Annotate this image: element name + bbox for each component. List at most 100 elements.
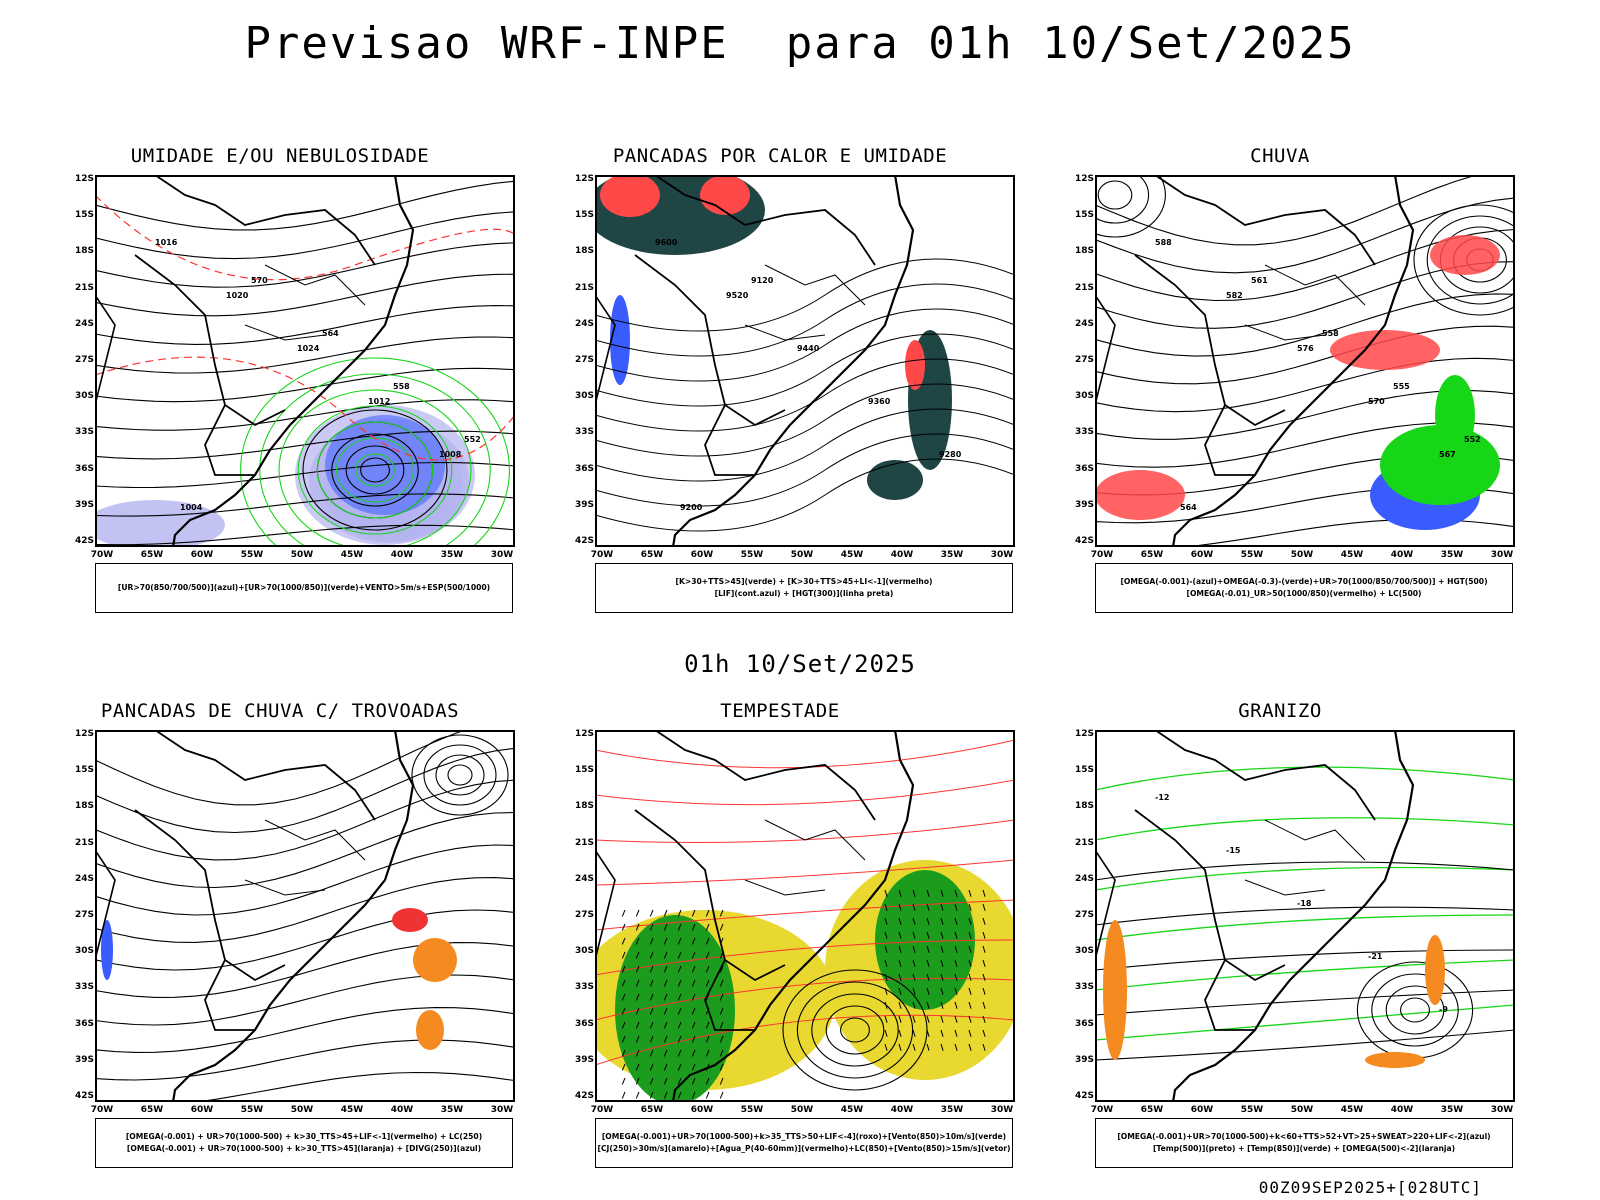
wind-vector — [954, 889, 958, 897]
wind850-green — [875, 870, 975, 1010]
lc250-streamline — [95, 844, 515, 916]
country-border — [1204, 404, 1255, 476]
wind-vector — [705, 1077, 710, 1085]
wind-vector — [663, 1077, 668, 1085]
wind-vector — [621, 1035, 626, 1043]
wind-vector — [968, 889, 972, 897]
latitude-label: 18S — [1074, 801, 1094, 812]
lc250-streamline — [95, 730, 467, 806]
wind-vector — [926, 1029, 930, 1037]
hgt500-contour — [1095, 261, 1515, 329]
wind-vector — [635, 923, 640, 931]
wind-vector — [926, 973, 930, 981]
contour-label: 558 — [393, 382, 410, 391]
hgt300-contour — [595, 408, 1015, 482]
latitude-label: 33S — [74, 982, 94, 993]
wind-vector — [691, 1049, 696, 1057]
wind-vector — [719, 1077, 724, 1085]
wind-vector — [677, 1091, 682, 1099]
humidity-low-contour — [297, 405, 453, 535]
hgt300-contour — [595, 358, 1015, 432]
hgt300-contour — [595, 333, 1015, 407]
wind-vector — [926, 903, 930, 911]
wind-vector — [621, 965, 626, 973]
wind-vector — [719, 993, 724, 1001]
wind-vector — [635, 937, 640, 945]
longitude-label: 65W — [140, 550, 164, 560]
streamline-850 — [595, 779, 1015, 806]
state-border — [1244, 879, 1326, 896]
wind-vector — [691, 1021, 696, 1029]
wind-vector — [677, 1021, 682, 1029]
wind-vector — [884, 1015, 888, 1023]
longitude-label: 55W — [240, 550, 264, 560]
longitude-label: 55W — [740, 550, 764, 560]
wind-vector — [635, 1063, 640, 1071]
wind-vector — [663, 923, 668, 931]
state-border — [1264, 264, 1366, 306]
lc250-streamline — [435, 754, 485, 796]
wind-vector — [982, 1015, 986, 1023]
rain-omega-red — [1330, 330, 1440, 370]
wind-vector — [926, 1015, 930, 1023]
wind-vector — [705, 937, 710, 945]
wind-vector — [926, 1043, 930, 1051]
main-title: Previsao WRF-INPE para 01h 10/Set/2025 — [244, 18, 1356, 69]
wind-vector — [649, 979, 654, 987]
wind-vector — [968, 959, 972, 967]
latitude-label: 15S — [74, 765, 94, 776]
latitude-label: 42S — [74, 1091, 94, 1101]
humidity-low-contour — [278, 389, 472, 547]
wind-vector — [663, 951, 668, 959]
wind-vector — [621, 923, 626, 931]
wind-vector — [982, 889, 986, 897]
longitude-label: 50W — [1290, 550, 1314, 560]
wind-vector — [691, 1007, 696, 1015]
wind-vector — [649, 937, 654, 945]
legend-box: [OMEGA(-0.001)-(azul)+OMEGA(-0.3)-(verde… — [1095, 563, 1513, 613]
latitude-label: 24S — [74, 318, 94, 329]
latitude-label: 39S — [74, 1054, 94, 1065]
wind-vector — [635, 1049, 640, 1057]
coastline — [1171, 175, 1415, 547]
temp500-contour — [1371, 973, 1459, 1047]
wind-vector — [649, 1091, 654, 1099]
longitude-label: 45W — [1340, 550, 1364, 560]
state-border — [764, 264, 866, 306]
hgt500-contour — [1095, 175, 1166, 238]
latitude-label: 27S — [1074, 355, 1094, 365]
country-border — [634, 254, 786, 427]
latitude-label: 18S — [574, 801, 594, 812]
latitude-label: 18S — [1074, 246, 1094, 257]
wind-vector — [968, 1015, 972, 1023]
wind-streamline — [95, 461, 515, 489]
wind-vector — [691, 993, 696, 1001]
humidity-low-contour — [355, 453, 395, 487]
longitude-label: 65W — [140, 1105, 164, 1115]
country-border — [654, 730, 876, 821]
wind-vector — [926, 945, 930, 953]
contour-label: -15 — [1226, 846, 1241, 855]
wind-vector — [635, 951, 640, 959]
latitude-label: 21S — [1074, 282, 1094, 293]
latitude-label: 33S — [74, 427, 94, 438]
longitude-label: 70W — [90, 550, 114, 560]
longitude-label: 30W — [490, 1105, 514, 1115]
contour-label: -9 — [1439, 1005, 1448, 1014]
wind-streamline — [95, 367, 515, 403]
wind-vector — [677, 993, 682, 1001]
wind-vector — [621, 1063, 626, 1071]
legend-line: [CJ(250)>30m/s](amarelo)+[Agua_P(40-60mm… — [597, 1144, 1011, 1153]
contour-label: 9600 — [655, 238, 678, 247]
latitude-label: 15S — [1074, 210, 1094, 221]
legend-line: [OMEGA(-0.001)+UR>70(1000-500)+k<60+TTS>… — [1117, 1132, 1491, 1141]
wind-vector — [691, 951, 696, 959]
longitude-label: 70W — [90, 1105, 114, 1115]
lifted-index-contour — [610, 295, 630, 385]
wind-vector — [663, 1035, 668, 1043]
legend-line: [Temp(500)](preto) + [Temp(850)](verde) … — [1152, 1144, 1456, 1153]
coastline — [671, 175, 915, 547]
contour-label: 1012 — [368, 397, 390, 406]
map-panel: PANCADAS DE CHUVA C/ TROVOADAS 12S 15S 18S 2… — [40, 700, 520, 1180]
longitude-label: 70W — [590, 1105, 614, 1115]
